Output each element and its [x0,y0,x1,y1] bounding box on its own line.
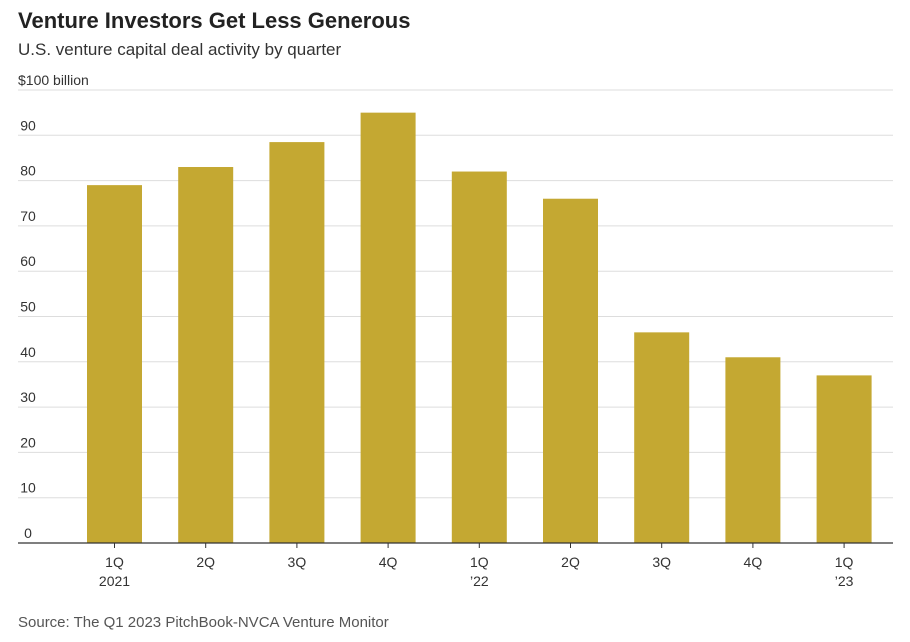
bar [360,112,416,544]
chart-title: Venture Investors Get Less Generous [18,8,411,33]
bar [451,171,507,544]
y-tick-label: 0 [24,525,32,541]
x-tick-label: 1Q [835,554,854,570]
x-tick-label: 2021 [99,573,130,589]
bar [269,142,325,543]
bar [725,357,781,543]
bar [634,332,690,543]
chart-subtitle: U.S. venture capital deal activity by qu… [18,40,342,59]
axis-labels: 0 10 20 30 40 50 60 70 80 90 $100 billion 1Q 2021 2Q 3… [18,72,854,589]
y-tick-label: 30 [20,389,36,405]
x-tick-label: 4Q [744,554,763,570]
bar-chart: 0 10 20 30 40 50 60 70 80 90 $100 billion 1Q 2021 2Q 3… [18,72,893,589]
x-tick-label: 2Q [196,554,215,570]
y-tick-label: 80 [20,163,36,179]
bars [87,112,872,544]
x-tick-label: 3Q [652,554,671,570]
x-tick-label: 1Q [470,554,489,570]
bar [543,198,598,543]
y-tick-label: 10 [20,480,36,496]
y-tick-label: 90 [20,117,36,133]
x-tick-label: 3Q [288,554,307,570]
x-tick-label: 1Q [105,554,124,570]
x-tick-label: ’23 [835,573,854,589]
x-tick-label: 2Q [561,554,580,570]
y-tick-label: $100 billion [18,72,89,88]
source-note: Source: The Q1 2023 PitchBook-NVCA Ventu… [18,614,389,631]
bar [87,185,142,543]
y-tick-label: 70 [20,208,36,224]
y-tick-label: 50 [20,299,36,315]
x-tick-label: ’22 [470,573,489,589]
bar [178,167,234,543]
y-tick-label: 20 [20,434,36,450]
bar [816,375,872,543]
y-tick-label: 60 [20,253,36,269]
y-tick-label: 40 [20,344,36,360]
x-tick-label: 4Q [379,554,398,570]
x-axis [18,542,893,548]
